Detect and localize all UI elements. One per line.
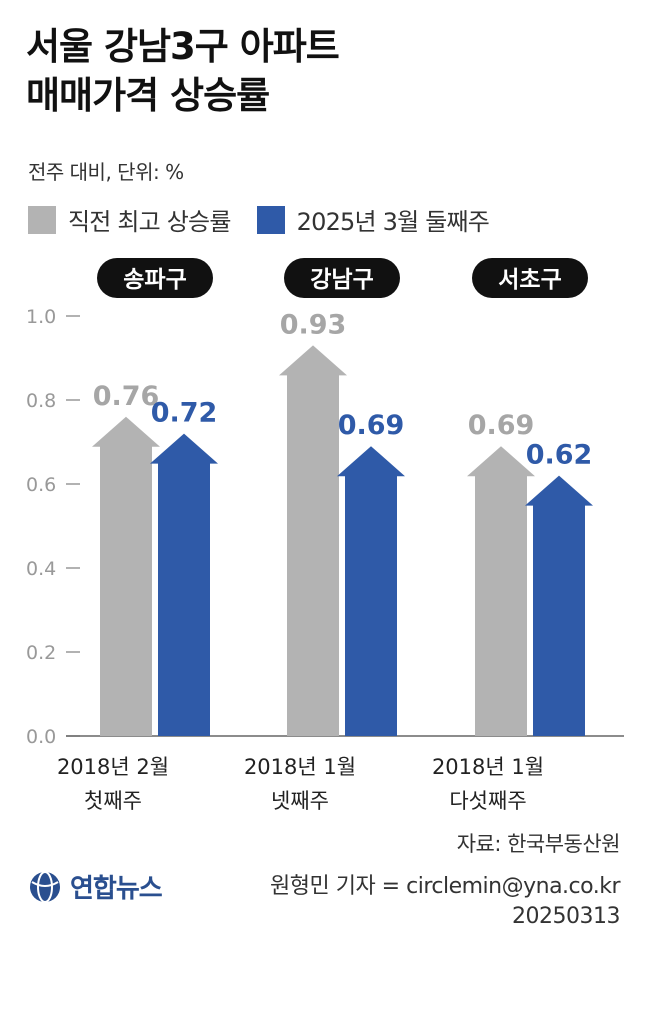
current-value-label: 0.69	[338, 410, 405, 441]
title-line-2: 매매가격 상승률	[26, 74, 270, 117]
reporter-credit: 원형민 기자 = circlemin@yna.co.kr	[270, 874, 621, 899]
prev-peak-value-label: 0.76	[93, 381, 160, 412]
period-label-line2: 넷째주	[271, 789, 329, 813]
title-line-1: 서울 강남3구 아파트	[26, 25, 340, 68]
legend-swatch-current	[256, 205, 285, 234]
legend-swatch-prev	[28, 205, 56, 234]
period-label-line1: 2018년 1월	[432, 755, 544, 779]
prev-peak-arrow	[467, 446, 535, 736]
legend-label-prev: 직전 최고 상승률	[68, 208, 231, 236]
y-tick-label: 0.0	[26, 726, 56, 748]
legend-item-current: 2025년 3월 둘째주	[256, 202, 490, 237]
unit-subtitle: 전주 대비, 단위: %	[28, 160, 184, 184]
period-label-line1: 2018년 2월	[57, 755, 169, 779]
chart-title: 서울 강남3구 아파트 매매가격 상승률	[26, 22, 340, 120]
prev-peak-value-label: 0.69	[468, 410, 535, 441]
current-value-label: 0.62	[526, 440, 593, 471]
current-arrow	[150, 433, 218, 736]
prev-peak-arrow	[279, 345, 347, 736]
legend-item-prev: 직전 최고 상승률	[28, 202, 231, 237]
prev-peak-arrow	[92, 416, 160, 736]
source-note: 자료: 한국부동산원	[456, 832, 621, 856]
district-label: 송파구	[123, 267, 186, 293]
period-label-line1: 2018년 1월	[244, 755, 356, 779]
district-label: 서초구	[498, 267, 561, 293]
bar-chart: 0.0 0.2 0.4 0.6 0.8 1.0 송파구 0.760.72 2018년 2월첫째주…	[26, 258, 624, 813]
y-tick-label: 0.6	[26, 474, 56, 496]
district-pill	[472, 258, 588, 298]
y-tick-label: 1.0	[26, 306, 56, 328]
current-value-label: 0.72	[151, 398, 218, 429]
current-arrow	[525, 475, 593, 736]
current-arrow	[337, 446, 405, 736]
legend-label-current: 2025년 3월 둘째주	[296, 208, 490, 236]
logo-text: 연합뉴스	[70, 874, 163, 904]
y-tick-label: 0.2	[26, 642, 56, 664]
district-pill	[97, 258, 213, 298]
prev-peak-value-label: 0.93	[280, 309, 347, 340]
publish-date: 20250313	[512, 904, 620, 929]
legend: 직전 최고 상승률 2025년 3월 둘째주	[28, 202, 515, 237]
y-tick-label: 0.8	[26, 390, 56, 412]
district-label: 강남구	[310, 267, 373, 293]
yonhap-globe-icon	[30, 870, 60, 903]
period-label-line2: 첫째주	[84, 789, 142, 813]
yonhap-logo: 연합뉴스	[28, 868, 163, 905]
credit: 원형민 기자 = circlemin@yna.co.kr 20250313	[270, 872, 621, 932]
y-tick-label: 0.4	[26, 558, 56, 580]
period-label-line2: 다섯째주	[449, 789, 526, 813]
district-pill	[284, 258, 400, 298]
